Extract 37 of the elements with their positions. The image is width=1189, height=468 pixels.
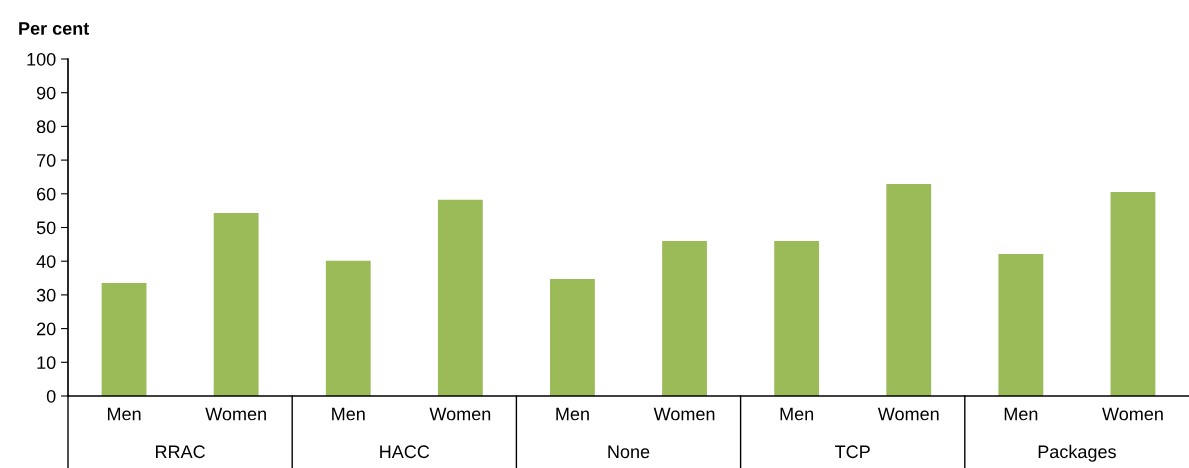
y-tick-label: 90 (36, 86, 56, 100)
y-tick-label: 0 (46, 389, 56, 403)
x-tick-label: Women (653, 407, 715, 421)
bar (550, 279, 595, 396)
x-tick-label: Men (780, 407, 814, 421)
x-tick-label: Women (429, 407, 491, 421)
bar (774, 240, 820, 396)
x-tick-label: Women (1102, 407, 1163, 421)
x-tick-label: Women (205, 407, 266, 421)
text: TCP (835, 445, 870, 459)
x-tick-label: Men (107, 407, 141, 421)
y-tick-label: 70 (37, 154, 56, 167)
y-tick-label: 10 (37, 356, 56, 370)
bar (1110, 192, 1156, 396)
bar (886, 184, 932, 396)
text: Packages (1038, 444, 1116, 462)
y-tick-label: 60 (37, 187, 56, 201)
y-tick-label: 100 (27, 52, 56, 66)
text: None (608, 445, 650, 459)
text: HACC (380, 445, 430, 459)
bar (998, 254, 1044, 396)
y-axis-title: Per cent (19, 22, 90, 35)
x-tick-label: Men (556, 407, 589, 421)
bar (662, 240, 707, 396)
bar (325, 260, 371, 396)
y-tick-label: 80 (36, 120, 56, 134)
x-tick-label: Men (1004, 407, 1038, 421)
x-tick-label: Men (332, 407, 365, 421)
x-tick-label: Women (877, 407, 939, 421)
y-tick-label: 50 (36, 221, 56, 235)
bar (437, 199, 483, 396)
bar (213, 213, 259, 396)
text: RRAC (156, 445, 205, 459)
y-tick-label: 20 (37, 322, 56, 336)
y-tick-label: 30 (36, 288, 56, 302)
bar (101, 283, 147, 396)
y-tick-label: 40 (36, 255, 56, 268)
